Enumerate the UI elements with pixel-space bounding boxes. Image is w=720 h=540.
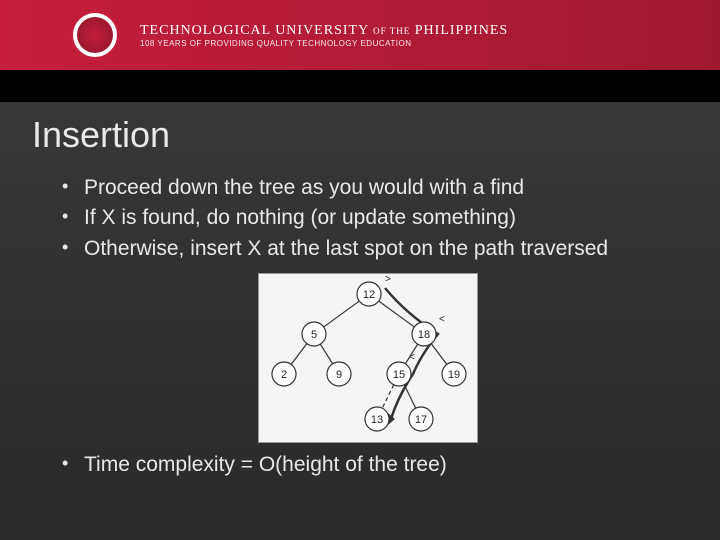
university-text: TECHNOLOGICAL UNIVERSITY OF THE PHILIPPI… — [140, 23, 508, 48]
uni-pre: TECHNOLOGICAL UNIVERSITY — [140, 23, 369, 38]
slide-title: Insertion — [0, 102, 720, 174]
svg-text:17: 17 — [415, 414, 427, 426]
bullet-item: Proceed down the tree as you would with … — [56, 174, 680, 202]
svg-text:<: < — [439, 314, 445, 325]
svg-text:2: 2 — [281, 369, 287, 381]
svg-text:>: > — [385, 274, 391, 285]
uni-post: PHILIPPINES — [415, 23, 508, 38]
tree-diagram: 12 5 18 2 9 15 19 13 17 > < < — [258, 273, 478, 443]
uni-of: OF THE — [373, 26, 410, 36]
tree-diagram-wrap: 12 5 18 2 9 15 19 13 17 > < < — [56, 273, 680, 443]
svg-text:18: 18 — [418, 329, 430, 341]
bullet-item: Otherwise, insert X at the last spot on … — [56, 235, 680, 263]
university-tagline: 108 YEARS OF PROVIDING QUALITY TECHNOLOG… — [140, 39, 508, 48]
svg-text:5: 5 — [311, 329, 317, 341]
black-band — [0, 70, 720, 102]
bullet-list-last: Time complexity = O(height of the tree) — [56, 451, 680, 479]
svg-text:<: < — [409, 352, 415, 363]
bullet-item: If X is found, do nothing (or update som… — [56, 204, 680, 232]
slide: TECHNOLOGICAL UNIVERSITY OF THE PHILIPPI… — [0, 0, 720, 540]
content-area: Proceed down the tree as you would with … — [0, 174, 720, 479]
svg-text:13: 13 — [371, 414, 383, 426]
svg-text:19: 19 — [448, 369, 460, 381]
svg-text:9: 9 — [336, 369, 342, 381]
bullet-item: Time complexity = O(height of the tree) — [56, 451, 680, 479]
bullet-list: Proceed down the tree as you would with … — [56, 174, 680, 263]
university-seal — [70, 10, 120, 60]
seal-inner — [77, 17, 113, 53]
university-name: TECHNOLOGICAL UNIVERSITY OF THE PHILIPPI… — [140, 23, 508, 39]
svg-text:12: 12 — [363, 289, 375, 301]
header-band: TECHNOLOGICAL UNIVERSITY OF THE PHILIPPI… — [0, 0, 720, 70]
svg-text:15: 15 — [393, 369, 405, 381]
